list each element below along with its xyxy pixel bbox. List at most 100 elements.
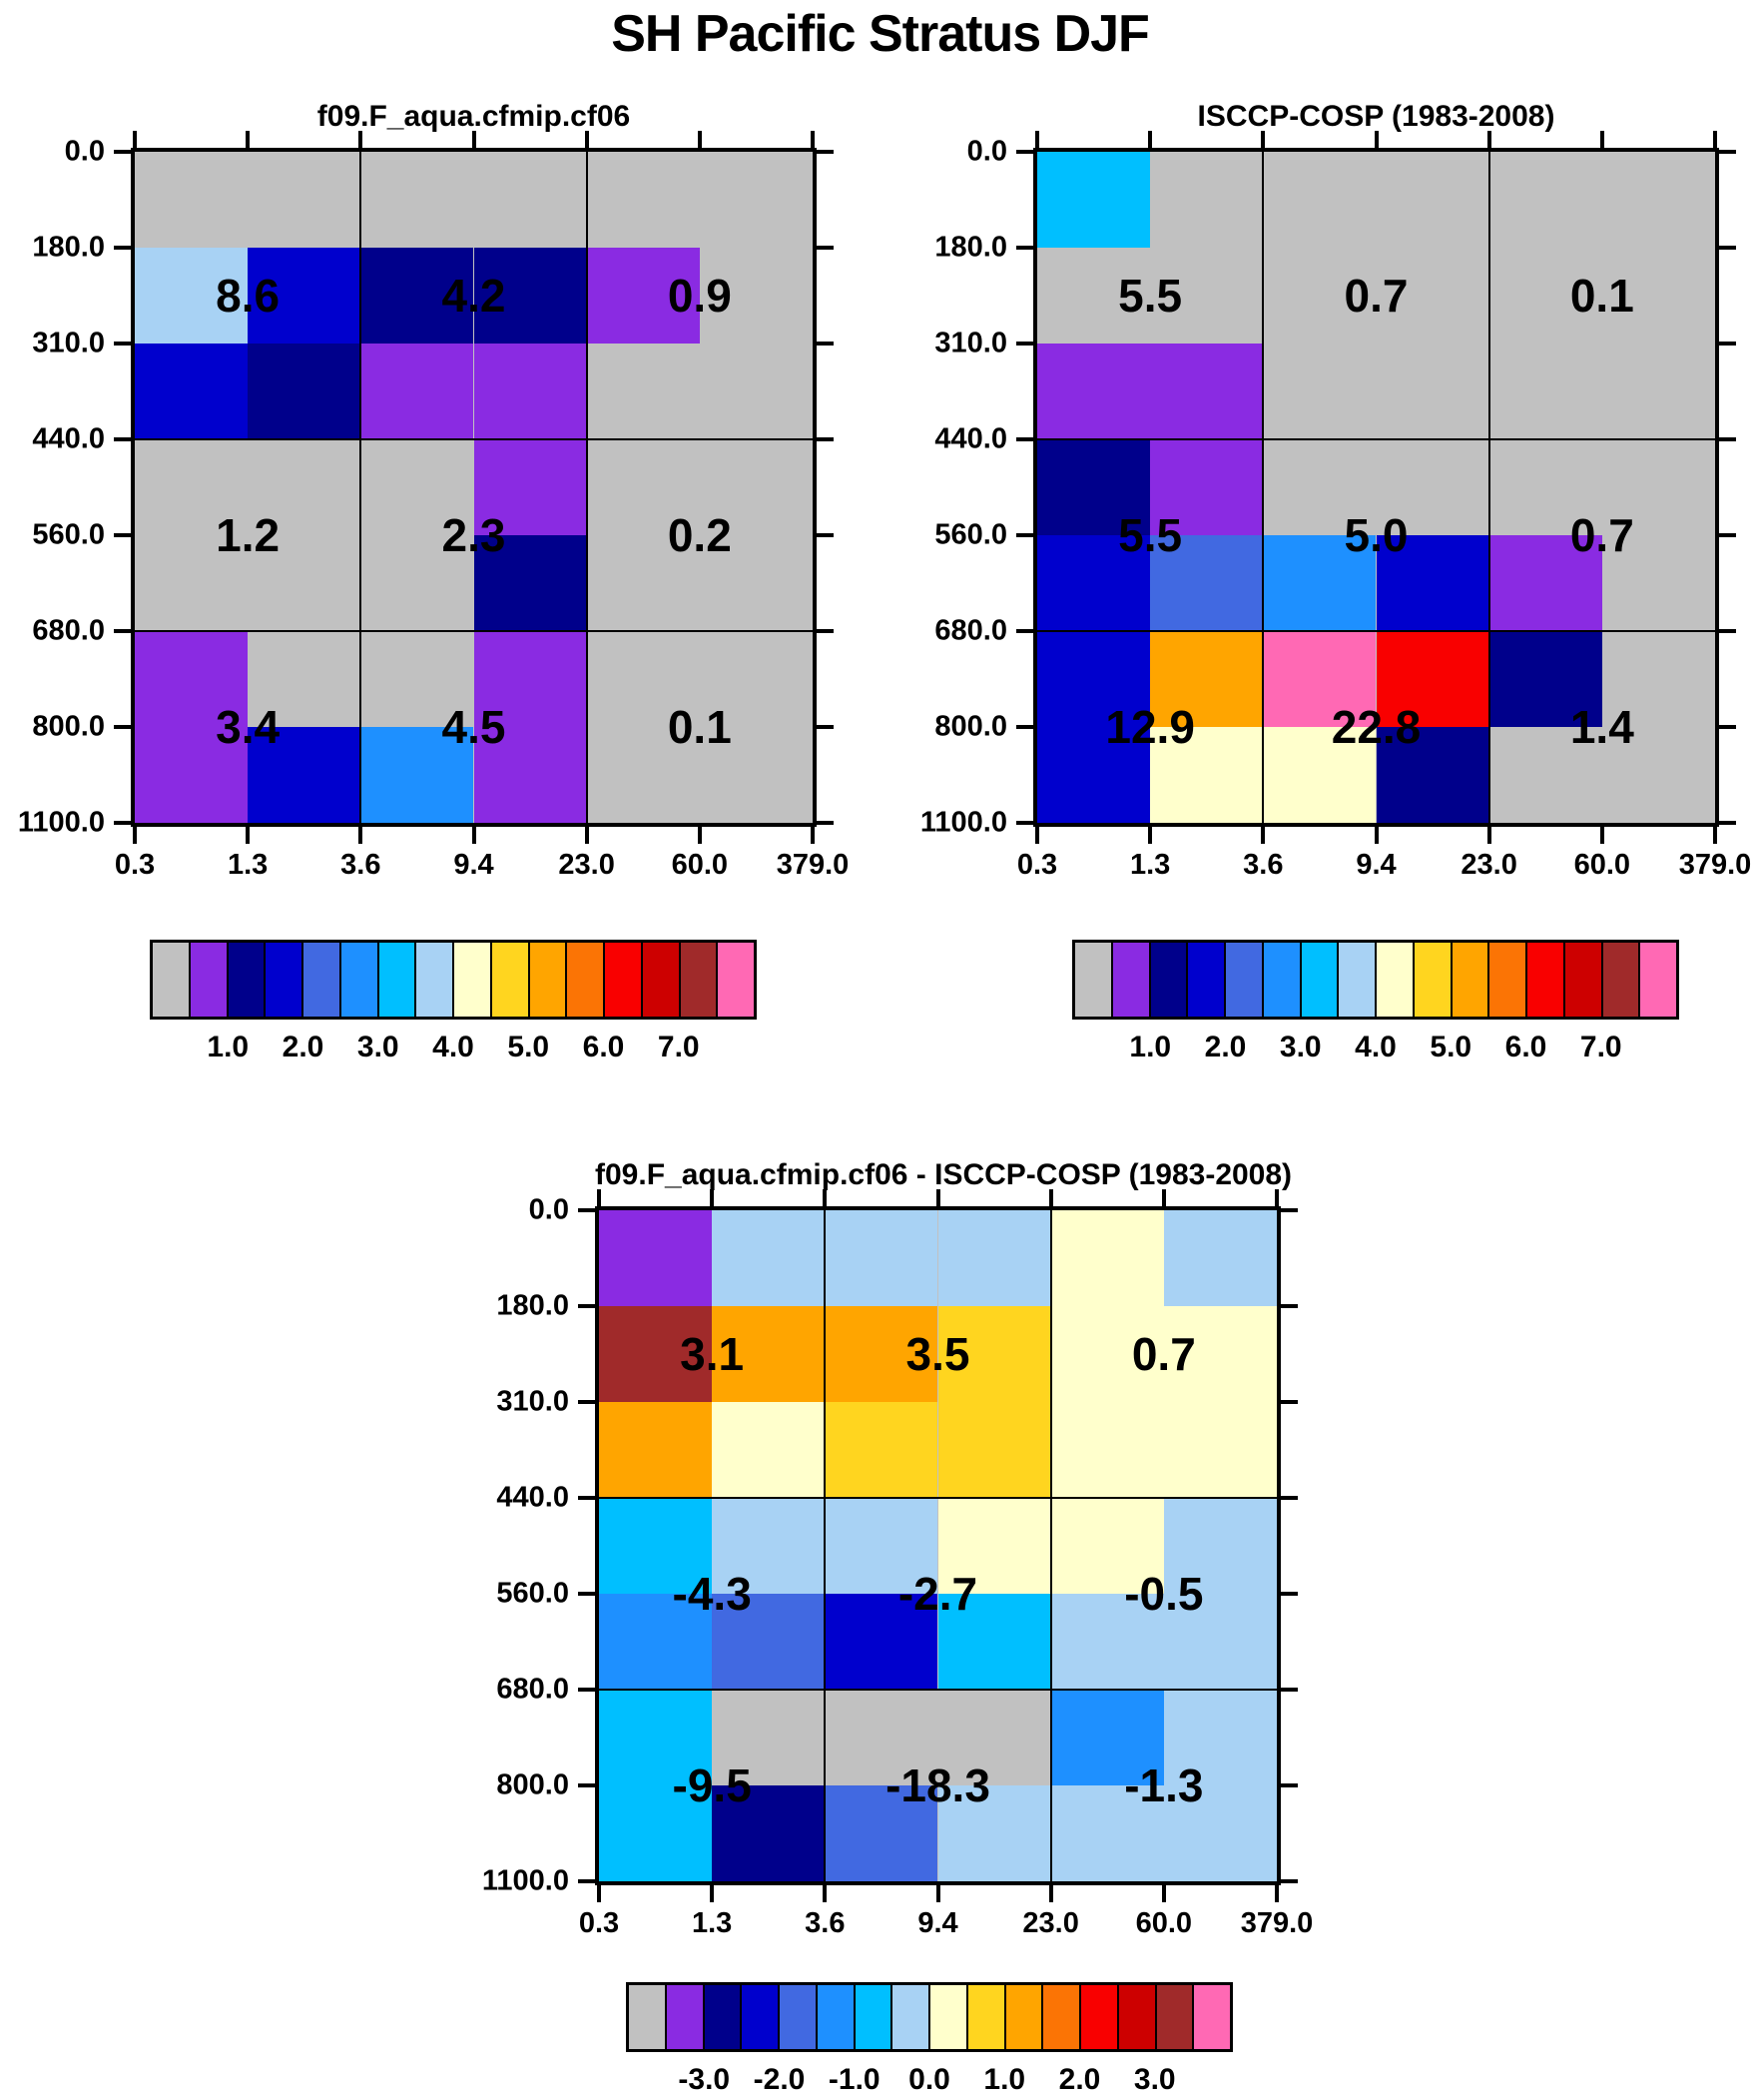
colorbar-model: 1.0 2.0 3.0 4.0 5.0 6.0 7.0 xyxy=(150,940,757,1063)
heatmap-cell xyxy=(825,1690,938,1785)
heatmap-cell xyxy=(937,1594,1051,1690)
heatmap-cell xyxy=(599,1690,713,1785)
heatmap-cell xyxy=(1488,535,1602,631)
axis-tick xyxy=(817,342,834,346)
axis-tick xyxy=(817,629,834,633)
heatmap-cell xyxy=(712,1210,826,1306)
heatmap-cell xyxy=(599,1785,713,1881)
colorbar-segment xyxy=(376,943,415,1017)
axis-tick xyxy=(114,629,131,633)
x-tick-label: 0.3 xyxy=(114,849,156,881)
heatmap-cell xyxy=(586,631,700,727)
axis-tick xyxy=(811,131,815,148)
colorbar-segment xyxy=(965,1985,1004,2049)
heatmap-cell xyxy=(1163,1306,1277,1402)
heatmap-cell xyxy=(599,1306,713,1402)
colorbar-segment xyxy=(264,943,301,1017)
heatmap-cell xyxy=(586,535,700,631)
axis-tick xyxy=(1016,533,1033,537)
y-tick-label: 180.0 xyxy=(934,231,1007,264)
heatmap-cell xyxy=(1050,1306,1164,1402)
heatmap-cell xyxy=(825,1594,938,1690)
y-tick-label: 680.0 xyxy=(934,614,1007,647)
panel-difference-title: f09.F_aqua.cfmip.cf06 - ISCCP-COSP (1983… xyxy=(595,1158,1293,1191)
y-tick-label: 800.0 xyxy=(934,710,1007,743)
axis-tick xyxy=(1048,1189,1053,1206)
heatmap-cell xyxy=(599,1594,713,1690)
colorbar-segment xyxy=(678,943,717,1017)
heatmap-cell xyxy=(135,439,249,535)
heatmap-cell xyxy=(1150,152,1264,248)
gridline xyxy=(599,1689,1277,1691)
x-tick-label: 379.0 xyxy=(776,849,850,881)
heatmap-cell xyxy=(1488,248,1602,344)
heatmap-cell xyxy=(1263,535,1377,631)
heatmap-cell xyxy=(1376,344,1489,439)
x-tick-label: 379.0 xyxy=(1678,849,1752,881)
x-tick-label: 3.6 xyxy=(340,849,381,881)
axis-tick xyxy=(1016,342,1033,346)
colorbar-tick-label: 6.0 xyxy=(1504,1031,1547,1063)
cell-value-label: 4.2 xyxy=(441,270,506,322)
axis-tick xyxy=(578,1592,595,1596)
gridline xyxy=(135,630,813,632)
heatmap-cell xyxy=(699,439,813,535)
y-tick-label: 560.0 xyxy=(934,518,1007,551)
x-tick-label: 9.4 xyxy=(1356,849,1397,881)
axis-tick xyxy=(1016,629,1033,633)
heatmap-cell xyxy=(135,344,249,439)
cell-value-label: 0.7 xyxy=(1344,270,1409,322)
axis-tick xyxy=(114,821,131,825)
heatmap-cell xyxy=(1150,439,1264,535)
heatmap-cell xyxy=(360,152,474,248)
heatmap-cell xyxy=(1163,1210,1277,1306)
heatmap-cell xyxy=(1050,1785,1164,1881)
heatmap-cell xyxy=(1488,344,1602,439)
heatmap-cell xyxy=(599,1498,713,1594)
colorbar-segment xyxy=(301,943,339,1017)
heatmap-cell xyxy=(135,248,249,344)
axis-tick xyxy=(1048,1885,1053,1902)
heatmap-cell xyxy=(473,152,587,248)
x-tick-label: 23.0 xyxy=(558,849,615,881)
panel-obs-heatmap: 0.3 1.3 3.6 9.4 23.0 60.0 379.0 0.0 180.0 310.0 44… xyxy=(920,131,1751,881)
axis-tick xyxy=(1281,1688,1298,1692)
cell-value-label: -0.5 xyxy=(1124,1567,1204,1620)
heatmap-cell xyxy=(1037,344,1151,439)
heatmap-cell xyxy=(1150,631,1264,727)
axis-tick xyxy=(1035,131,1039,148)
heatmap-cell xyxy=(825,1210,938,1306)
colorbar-tick-label: 4.0 xyxy=(1355,1031,1397,1063)
colorbar-tick-label: 1.0 xyxy=(1129,1031,1172,1063)
cell-value-label: 0.9 xyxy=(667,270,732,322)
panel-model: f09.F_aqua.cfmip.cf06 0.3 1.3 3.6 9.4 23.0 60… xyxy=(18,100,849,881)
panel-obs: ISCCP-COSP (1983-2008) 0.3 1.3 3.6 9.4 23.0 6… xyxy=(920,100,1751,881)
heatmap-cell xyxy=(712,1690,826,1785)
y-tick-label: 310.0 xyxy=(934,327,1007,359)
colorbar-segment xyxy=(452,943,490,1017)
cell-value-label: 1.4 xyxy=(1569,700,1634,753)
axis-tick xyxy=(578,1688,595,1692)
heatmap-cell xyxy=(1263,248,1377,344)
colorbar-segment xyxy=(565,943,603,1017)
heatmap-cell xyxy=(825,1402,938,1498)
axis-tick xyxy=(578,1208,595,1212)
heatmap-cell xyxy=(1376,152,1489,248)
gridline xyxy=(1037,438,1715,440)
axis-tick xyxy=(1148,131,1153,148)
colorbar-segment xyxy=(1192,1985,1230,2049)
colorbar-segment xyxy=(1224,943,1262,1017)
axis-tick xyxy=(114,437,131,441)
colorbar-tick-label: -1.0 xyxy=(828,2063,880,2096)
colorbar-segment xyxy=(226,943,265,1017)
gridline xyxy=(135,438,813,440)
colorbar-segment xyxy=(1600,943,1639,1017)
heatmap-cell xyxy=(135,152,249,248)
axis-tick xyxy=(1281,1496,1298,1500)
axis-tick xyxy=(1261,827,1266,844)
heatmap-cell xyxy=(360,631,474,727)
colorbar-tick-label: 0.0 xyxy=(908,2063,950,2096)
colorbar-segment xyxy=(640,943,679,1017)
heatmap-cell xyxy=(1163,1785,1277,1881)
colorbar-segment xyxy=(664,1985,703,2049)
